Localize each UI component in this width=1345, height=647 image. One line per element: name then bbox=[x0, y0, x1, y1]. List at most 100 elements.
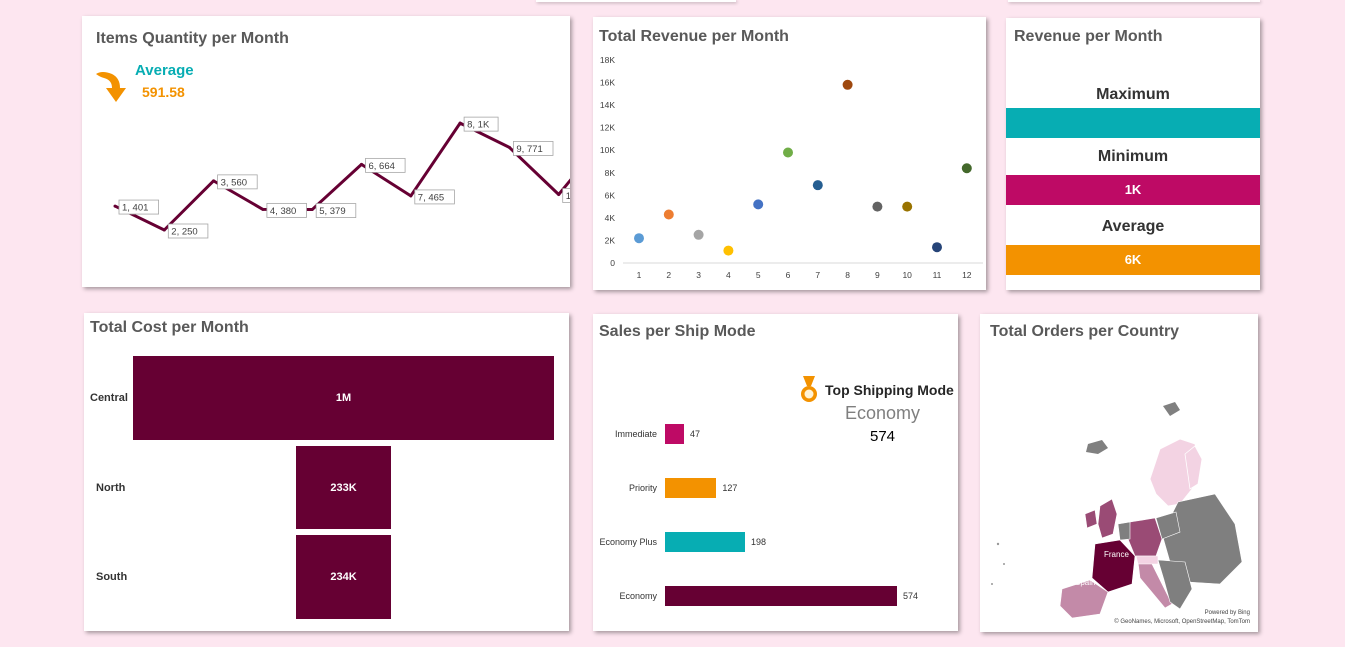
x-tick-label: 5 bbox=[756, 270, 761, 280]
map-powered-by: Powered by Bing bbox=[1204, 610, 1250, 616]
card-title: Sales per Ship Mode bbox=[599, 323, 756, 340]
revenue-point bbox=[902, 201, 913, 212]
svg-text:5, 379: 5, 379 bbox=[319, 206, 345, 217]
y-tick-label: 18K bbox=[600, 55, 615, 65]
average-label: Average bbox=[135, 62, 194, 79]
map-region-finland bbox=[1184, 445, 1203, 490]
items-data-label: 4, 380 bbox=[266, 202, 307, 218]
items-data-label: 7, 465 bbox=[414, 189, 455, 205]
revenue-point bbox=[723, 245, 734, 256]
ship-category-label: Economy bbox=[619, 591, 657, 601]
card-title: Items Quantity per Month bbox=[96, 30, 289, 47]
minimum-value: 1K bbox=[1006, 175, 1260, 205]
map-region-austria bbox=[1135, 555, 1159, 565]
revenue-point bbox=[634, 233, 644, 244]
ship-category-label: Priority bbox=[628, 483, 657, 493]
region-label-south: South bbox=[96, 571, 128, 583]
x-tick-label: 8 bbox=[845, 270, 850, 280]
card-edge-top-right bbox=[1008, 0, 1260, 2]
items-point bbox=[360, 162, 363, 166]
card-title: Total Revenue per Month bbox=[599, 28, 789, 45]
items-point bbox=[409, 194, 413, 198]
top-shipping-label: Top Shipping Mode bbox=[825, 382, 954, 398]
revenue-point bbox=[663, 209, 674, 220]
revenue-point bbox=[932, 242, 942, 253]
items-data-label: 1, 401 bbox=[118, 199, 159, 215]
x-tick-label: 4 bbox=[726, 270, 731, 280]
ship-value-label: 127 bbox=[722, 483, 738, 493]
map-region-spain bbox=[1059, 579, 1109, 619]
y-tick-label: 6K bbox=[605, 190, 616, 200]
items-line-chart: 1, 401 2, 250 3, 560 4, 380 5, 379 6, 664 7, 4… bbox=[113, 116, 570, 239]
y-tick-label: 12K bbox=[600, 123, 615, 133]
items-point bbox=[310, 208, 314, 212]
cost-tile-north: 233K bbox=[296, 446, 391, 529]
x-tick-label: 11 bbox=[933, 270, 942, 280]
items-data-label: 8, 1K bbox=[463, 116, 499, 132]
ship-value-label: 198 bbox=[751, 537, 767, 547]
items-point bbox=[458, 121, 462, 125]
y-tick-label: 16K bbox=[600, 78, 615, 88]
items-data-label: 9, 771 bbox=[512, 141, 554, 156]
y-tick-label: 0 bbox=[610, 258, 615, 268]
cost-tile-south: 234K bbox=[296, 535, 391, 619]
curved-arrow-down-icon bbox=[96, 72, 126, 102]
svg-text:6, 664: 6, 664 bbox=[369, 161, 395, 172]
x-tick-label: 7 bbox=[815, 270, 820, 280]
x-tick-label: 1 bbox=[637, 270, 642, 280]
card-title: Total Orders per Country bbox=[990, 323, 1180, 340]
svg-text:7, 465: 7, 465 bbox=[418, 192, 444, 203]
x-tick-label: 12 bbox=[962, 270, 972, 280]
items-point bbox=[162, 228, 166, 232]
y-tick-label: 4K bbox=[605, 213, 616, 223]
svg-text:4, 380: 4, 380 bbox=[270, 206, 296, 217]
y-tick-label: 14K bbox=[600, 100, 615, 110]
average-value: 591.58 bbox=[142, 84, 185, 100]
y-tick-label: 10K bbox=[600, 145, 615, 155]
x-tick-label: 6 bbox=[786, 270, 791, 280]
x-tick-label: 10 bbox=[902, 270, 912, 280]
map-label-spain: Spain bbox=[1075, 578, 1096, 587]
ship-categories: Immediate Priority Economy Plus Economy bbox=[593, 314, 657, 631]
map-label-france: France bbox=[1104, 550, 1129, 559]
ship-category-label: Immediate bbox=[614, 429, 657, 439]
revenue-point bbox=[783, 147, 793, 158]
map-region-poland bbox=[1155, 511, 1181, 540]
card-title: Revenue per Month bbox=[1014, 28, 1163, 45]
cost-card: Total Cost per Month Central 1M North 23… bbox=[84, 313, 569, 631]
top-shipping-value: 574 bbox=[870, 428, 896, 445]
map-region-benelux bbox=[1117, 521, 1131, 541]
maximum-value bbox=[1006, 108, 1260, 138]
minimum-label: Minimum bbox=[1097, 148, 1169, 165]
cost-tile-central: 1M bbox=[133, 356, 554, 440]
items-point bbox=[507, 145, 511, 149]
average-label: Average bbox=[1101, 218, 1165, 235]
europe-map bbox=[991, 402, 1243, 619]
map-attribution: © GeoNames, Microsoft, OpenStreetMap, To… bbox=[1114, 619, 1250, 625]
items-data-label: 6, 664 bbox=[365, 157, 406, 173]
svg-text:1, 401: 1, 401 bbox=[122, 203, 148, 214]
ship-bar bbox=[665, 586, 897, 606]
svg-text:9, 771: 9, 771 bbox=[516, 144, 542, 155]
svg-text:8, 1K: 8, 1K bbox=[467, 120, 490, 131]
y-tick-label: 8K bbox=[605, 168, 616, 178]
revenue-point bbox=[872, 201, 883, 212]
x-tick-label: 9 bbox=[875, 270, 880, 280]
ship-mode-card: Sales per Ship Mode Top Shipping Mode Ec… bbox=[593, 314, 958, 631]
x-tick-label: 3 bbox=[696, 270, 701, 280]
revenue-point bbox=[842, 79, 853, 90]
items-data-label: 3, 560 bbox=[217, 174, 258, 190]
ship-bar bbox=[665, 424, 684, 444]
card-edge-top-left bbox=[536, 0, 736, 2]
card-title: Total Cost per Month bbox=[90, 319, 249, 336]
revenue-card: Total Revenue per Month 0 2K 4K 6K 8K 10K 12K 1… bbox=[593, 17, 986, 290]
map-region-germany bbox=[1127, 517, 1163, 557]
region-label-north: North bbox=[96, 482, 126, 494]
ship-category-label: Economy Plus bbox=[599, 537, 657, 547]
revenue-point bbox=[961, 163, 972, 174]
items-point bbox=[212, 179, 216, 183]
revenue-point bbox=[812, 180, 823, 191]
items-line bbox=[114, 121, 570, 232]
average-value: 6K bbox=[1006, 245, 1260, 275]
